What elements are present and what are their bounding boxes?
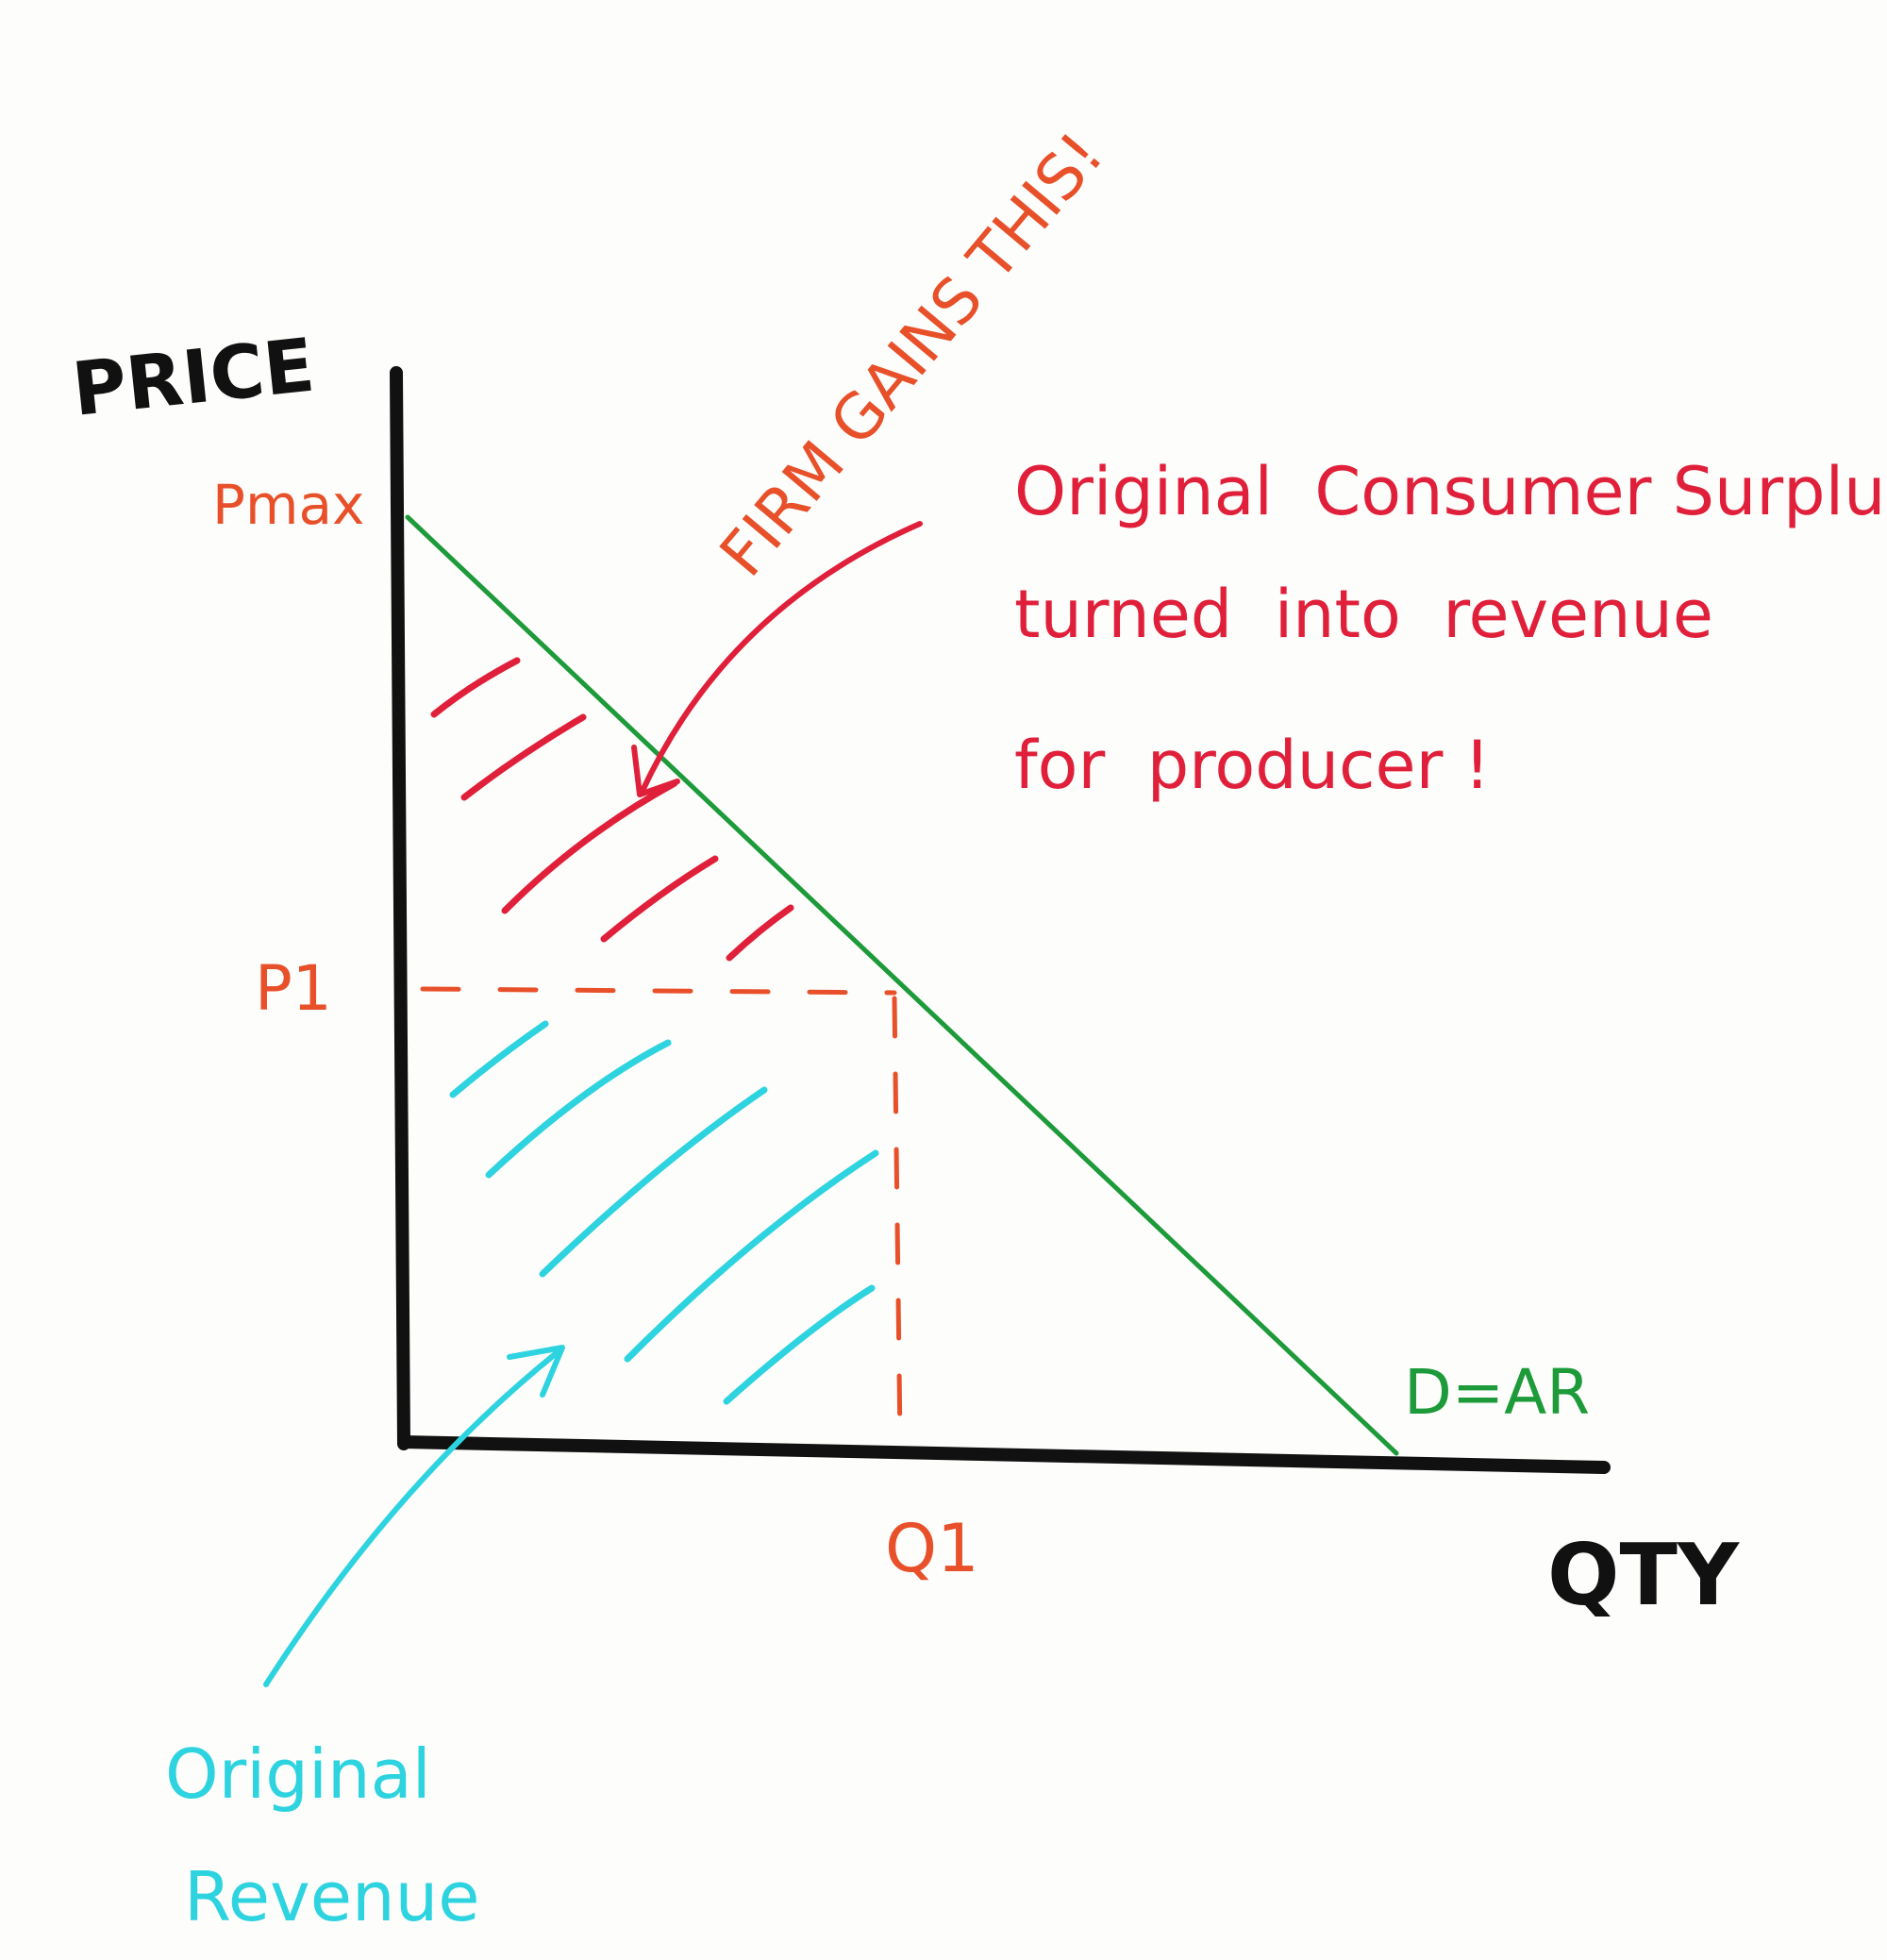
- consumer-surplus-hatching: [430, 657, 794, 962]
- revenue-hatch-stroke: [485, 1039, 672, 1179]
- surplus-hatch-stroke: [600, 855, 719, 943]
- demand-label: D=AR: [1404, 1356, 1590, 1429]
- surplus-hatch-stroke: [501, 779, 678, 914]
- firm-gains-arrow-shaft: [639, 521, 923, 796]
- revenue-hatch-stroke: [624, 1149, 879, 1363]
- consumer-surplus-line-3: for producer !: [1014, 727, 1491, 804]
- original-revenue-arrow-shaft: [263, 1349, 561, 1687]
- surplus-hatch-stroke: [726, 904, 794, 962]
- original-revenue-line-2: Revenue: [184, 1857, 480, 1936]
- original-revenue-arrow: [263, 1345, 565, 1687]
- y-axis: [390, 366, 410, 1450]
- demand-curve: [405, 514, 1399, 1456]
- surplus-hatch-stroke: [430, 657, 521, 718]
- original-revenue-hatching: [449, 1020, 879, 1405]
- original-revenue-arrow-head: [507, 1345, 565, 1398]
- qty-axis-label: QTY: [1547, 1526, 1741, 1625]
- price-axis-label: PRICE: [69, 324, 319, 433]
- firm-gains-arrow-head: [631, 745, 680, 797]
- original-revenue-annotation: Original Revenue: [165, 1734, 480, 1936]
- revenue-hatch-stroke: [539, 1086, 768, 1278]
- firm-gains-arrow: [631, 521, 923, 797]
- consumer-surplus-line-2: turned into revenue: [1014, 576, 1713, 653]
- original-revenue-line-1: Original: [165, 1734, 431, 1814]
- consumer-surplus-annotation: Original Consumer Surplus turned into re…: [1014, 453, 1887, 804]
- q1-label: Q1: [885, 1510, 979, 1587]
- p1-label: P1: [255, 952, 332, 1025]
- p1-dashed-line: [420, 986, 897, 996]
- pmax-label: Pmax: [212, 473, 364, 537]
- q1-dashed-line: [892, 996, 903, 1445]
- surplus-hatch-stroke: [460, 713, 587, 801]
- consumer-surplus-line-1: Original Consumer Surplus: [1014, 453, 1887, 530]
- revenue-hatch-stroke: [723, 1284, 876, 1405]
- revenue-hatch-stroke: [449, 1020, 549, 1098]
- x-axis: [397, 1435, 1611, 1474]
